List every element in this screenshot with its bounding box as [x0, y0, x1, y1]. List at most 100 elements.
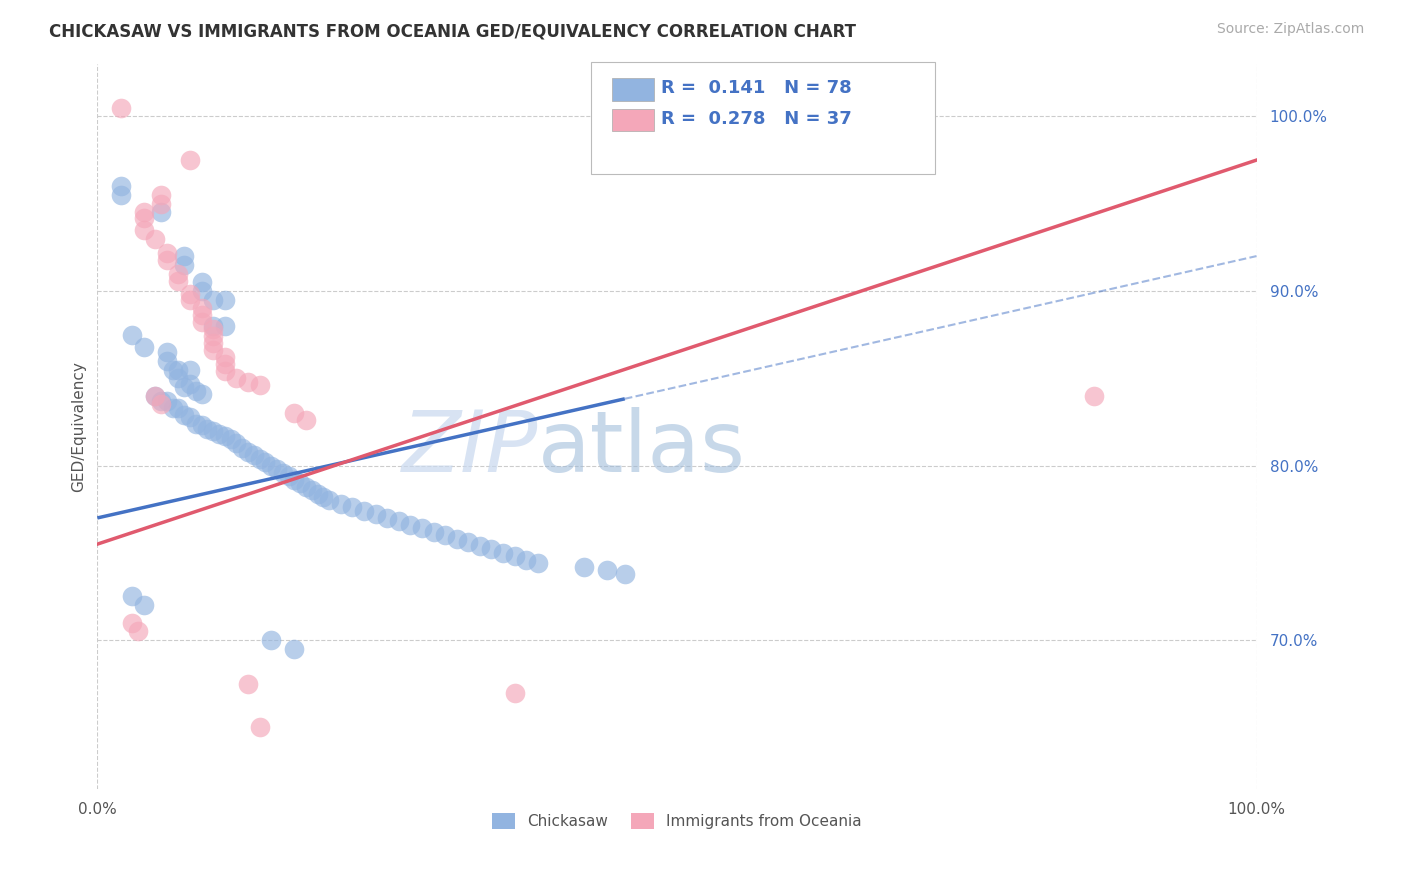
- Point: [283, 406, 305, 420]
- Point: [307, 486, 329, 500]
- Point: [481, 542, 503, 557]
- Point: [150, 205, 173, 219]
- Point: [503, 549, 526, 564]
- Point: [132, 205, 155, 219]
- Point: [202, 318, 225, 333]
- Point: [434, 528, 457, 542]
- Point: [190, 387, 212, 401]
- Point: [446, 532, 468, 546]
- Point: [202, 322, 225, 336]
- Point: [277, 469, 299, 483]
- Point: [254, 455, 277, 469]
- Point: [173, 380, 195, 394]
- Point: [225, 435, 247, 450]
- Point: [127, 624, 149, 639]
- Point: [202, 343, 225, 358]
- Point: [202, 329, 225, 343]
- Point: [249, 721, 271, 735]
- Point: [364, 508, 387, 522]
- Point: [150, 394, 173, 409]
- Point: [266, 462, 288, 476]
- Point: [162, 362, 184, 376]
- Point: [121, 615, 143, 630]
- Point: [197, 422, 219, 436]
- Point: [596, 563, 619, 577]
- Point: [179, 287, 201, 301]
- Point: [121, 327, 143, 342]
- Point: [353, 504, 375, 518]
- Point: [249, 451, 271, 466]
- Point: [132, 223, 155, 237]
- Point: [422, 524, 444, 539]
- Point: [295, 413, 318, 427]
- Point: [613, 566, 636, 581]
- Point: [231, 441, 253, 455]
- Point: [492, 546, 515, 560]
- Point: [179, 376, 201, 391]
- Point: [202, 293, 225, 307]
- Point: [190, 301, 212, 316]
- Point: [225, 371, 247, 385]
- Point: [468, 539, 491, 553]
- Point: [236, 375, 259, 389]
- Point: [236, 677, 259, 691]
- Text: atlas: atlas: [538, 407, 745, 490]
- Point: [243, 448, 266, 462]
- Point: [190, 275, 212, 289]
- Point: [214, 351, 236, 365]
- Point: [574, 559, 596, 574]
- Point: [190, 315, 212, 329]
- Point: [214, 429, 236, 443]
- Point: [375, 511, 398, 525]
- Text: ZIP: ZIP: [402, 407, 538, 490]
- Point: [411, 521, 433, 535]
- Point: [167, 362, 190, 376]
- Point: [342, 500, 364, 515]
- Point: [283, 641, 305, 656]
- Point: [399, 517, 422, 532]
- Point: [173, 258, 195, 272]
- Point: [260, 633, 283, 648]
- Point: [202, 424, 225, 438]
- Point: [1083, 389, 1105, 403]
- Point: [219, 433, 242, 447]
- Point: [283, 473, 305, 487]
- Point: [179, 293, 201, 307]
- Point: [503, 685, 526, 699]
- Point: [156, 394, 179, 409]
- Point: [143, 389, 166, 403]
- Legend: Chickasaw, Immigrants from Oceania: Chickasaw, Immigrants from Oceania: [486, 807, 868, 835]
- Point: [162, 401, 184, 415]
- Point: [214, 293, 236, 307]
- Point: [156, 245, 179, 260]
- Point: [150, 188, 173, 202]
- Point: [184, 384, 207, 398]
- Point: [329, 497, 352, 511]
- Point: [184, 417, 207, 431]
- Point: [388, 515, 411, 529]
- Point: [173, 408, 195, 422]
- Point: [249, 378, 271, 392]
- Point: [527, 557, 550, 571]
- Point: [301, 483, 323, 497]
- Point: [167, 273, 190, 287]
- Point: [167, 267, 190, 281]
- Point: [132, 599, 155, 613]
- Point: [143, 389, 166, 403]
- Point: [214, 364, 236, 378]
- Point: [167, 401, 190, 415]
- Point: [236, 444, 259, 458]
- Point: [208, 427, 231, 442]
- Text: Source: ZipAtlas.com: Source: ZipAtlas.com: [1216, 22, 1364, 37]
- Text: R =  0.141   N = 78: R = 0.141 N = 78: [661, 79, 852, 97]
- Point: [132, 211, 155, 225]
- Point: [110, 179, 132, 194]
- Point: [214, 318, 236, 333]
- Point: [156, 252, 179, 267]
- Point: [150, 397, 173, 411]
- Point: [515, 553, 537, 567]
- Point: [173, 249, 195, 263]
- Point: [156, 345, 179, 359]
- Point: [179, 409, 201, 424]
- Point: [110, 188, 132, 202]
